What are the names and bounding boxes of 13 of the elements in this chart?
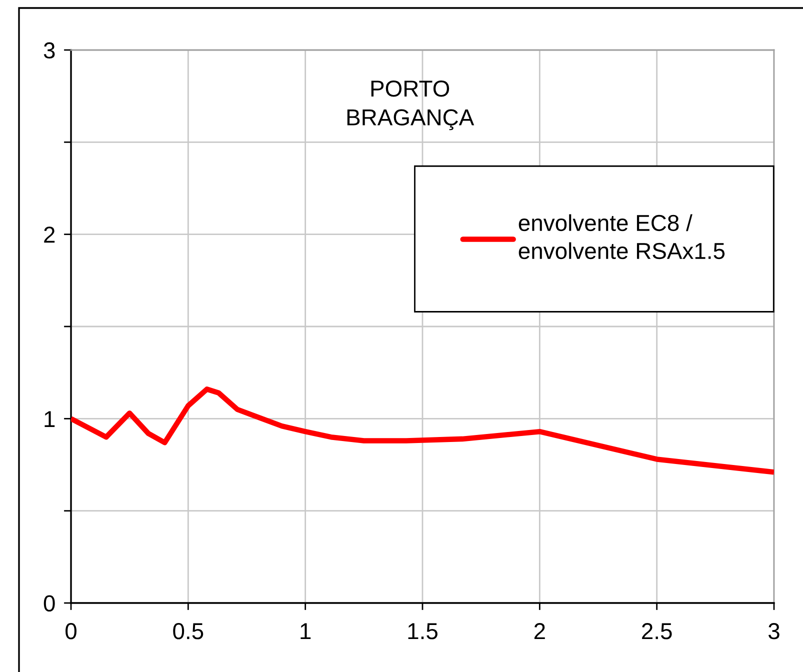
- legend-label: envolvente EC8 / envolvente RSAx1.5: [518, 214, 725, 260]
- x-tick-label: 2: [534, 623, 545, 640]
- x-tick-label: 1: [300, 623, 311, 640]
- y-tick-label: 1: [44, 411, 55, 427]
- x-tick-label: 1.5: [408, 623, 438, 640]
- x-tick-label: 3: [768, 623, 780, 640]
- text: PORTO BRAGANÇA: [347, 80, 474, 130]
- y-tick-label: 2: [44, 226, 55, 243]
- x-tick-label: 2.5: [642, 623, 672, 640]
- x-tick-label: 0.5: [173, 623, 204, 640]
- y-tick-label: 3: [44, 42, 55, 59]
- y-tick-label: 0: [44, 595, 55, 612]
- x-tick-label: 0: [66, 623, 76, 640]
